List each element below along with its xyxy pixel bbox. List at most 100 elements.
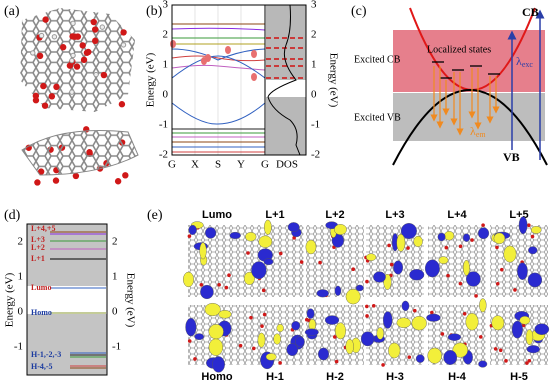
orbital-lobe [265,353,277,361]
vb-label: VB [503,150,520,164]
oxygen-atom [193,357,197,361]
x-tick-label: DOS [276,159,298,171]
oxygen-atom [66,62,74,69]
excited-cb-band [393,30,545,92]
oxygen-atom [407,355,412,359]
y-tick-label: 0 [112,306,118,318]
oxygen-atom [79,42,86,49]
side-view-lattice [21,130,139,176]
orbital-lobe [194,333,204,340]
oxygen-atom [365,279,369,284]
oxygen-atom [118,101,126,108]
y-tick-label: -2 [311,149,320,161]
oxygen-atom [90,18,97,26]
orbital-lobe [324,315,340,325]
oxygen-atom [387,243,391,248]
y-tick-label: 1 [18,271,24,283]
oxygen-atom [527,358,532,363]
orbital-lobe [382,311,393,329]
oxygen-atom [36,52,44,60]
hydrogen-atom [51,34,58,40]
vb-region [27,314,107,375]
orbital-lobe [316,289,329,298]
orbital-lobe [305,239,317,255]
lambda-em: λem [470,124,486,139]
oxygen-atom [260,324,264,328]
orbital-lobe [415,354,425,363]
orbital-lobe [503,245,517,263]
y-tick-label: 1 [311,59,317,71]
oxygen-atom [100,71,108,79]
x-tick-label: Y [237,159,245,171]
oxygen-atom [513,288,517,292]
orbital-lobe [276,324,284,333]
orbital-label: L+1 [265,209,284,221]
top-view-lattice [20,8,135,112]
molecule-lattice [428,225,486,297]
orbital-lobe [530,226,542,234]
lambda-exc: λexc [516,54,533,69]
y-tick-label: 0 [163,89,169,101]
oxygen-atom [91,26,99,33]
oxygen-atom [333,335,337,339]
panel-label: (c) [351,4,367,19]
orbital-lobe [393,260,404,275]
hydrogen-atom [70,52,76,59]
localized-levels [432,61,500,79]
bands [171,23,266,153]
oxygen-atom [500,267,504,272]
oxygen-atom [458,281,463,286]
oxygen-atom [474,294,478,298]
orbital-lobe [447,333,461,341]
level-labels: L+4,+5 L+3L+2 L+1 Lumo Homo H-1,-2,-3 H-4,-5 [31,224,61,371]
plot-frame [26,223,108,376]
orbital-lobe [438,256,449,264]
x-tick-label: G [261,159,269,171]
orbital-lobe [287,222,300,232]
defect-levels [266,37,306,79]
orbital-lobe [376,327,384,340]
cb-label: CB [522,5,539,19]
oxygen-atom [114,178,122,185]
emission-arrows [430,66,500,136]
orbital-lobe [534,323,550,335]
orbital-lobe [208,338,224,356]
oxygen-atom [530,234,535,239]
orbital-lobe [258,235,273,248]
orbital-lobe [345,288,361,305]
y-tick-label: -1 [112,341,121,353]
oxygen-atom [299,260,304,264]
oxygen-atom [412,308,417,313]
oxygen-atom [318,260,322,265]
orbital-lobe [411,316,427,331]
y-tick-label: -1 [159,119,168,131]
y-tick-label: 2 [311,29,317,41]
oxygen-atom [53,83,60,91]
orbital-lobe [427,347,442,364]
oxygen-atom [495,245,499,250]
x-tick-label: S [215,159,221,171]
orbital-lobe [527,272,543,288]
orbital-lobe [183,271,194,288]
orbital-lobe [286,343,299,356]
oxygen-atom [80,56,88,64]
excited-vb-label: Excited VB [354,112,401,123]
orbital-label: H-5 [510,371,528,383]
orbital-lobe [294,336,305,347]
oxygen-atom [525,361,529,365]
orbital-label: L+4 [447,209,467,221]
hydrogen-atom [99,24,106,30]
oxygen-atom [430,310,434,315]
orbital-label: Lumo [202,209,232,221]
hydrogen-atom [69,89,75,95]
y-tick-label: 0 [18,306,24,318]
oxygen-atom [262,312,267,317]
y-axis-label: Energy (eV) [4,272,16,327]
orbital-lobe [409,269,425,281]
hydrogen-atom [38,32,45,39]
oxygen-atom [48,93,56,100]
oxygen-atom [527,223,531,228]
orbital-lobe [477,227,490,240]
y-tick-label: 2 [112,236,118,248]
level-label: Lumo [31,283,51,292]
